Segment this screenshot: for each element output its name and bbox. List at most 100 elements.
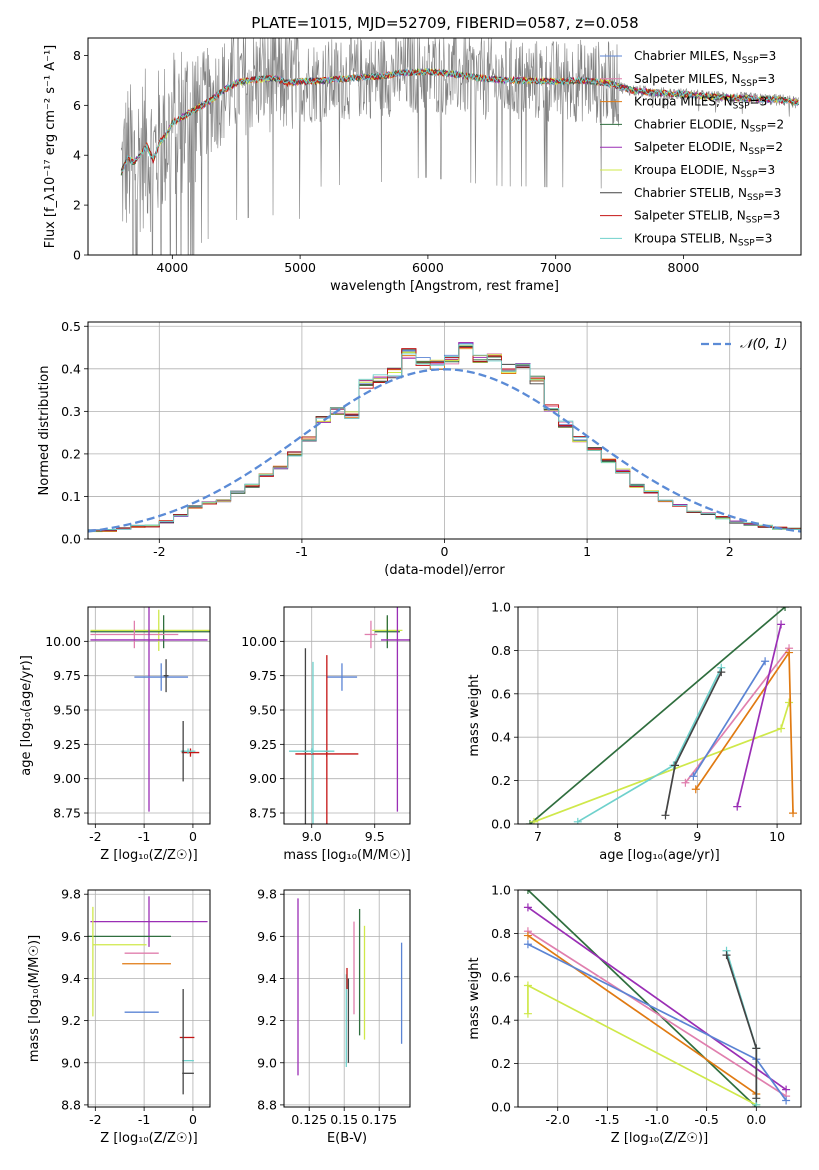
y-tick-label: 8.75 [53, 806, 81, 821]
y-tick-label: 9.2 [257, 1013, 277, 1028]
series-line [736, 624, 782, 807]
plot-area [88, 890, 210, 1107]
data-point [752, 1044, 761, 1053]
axes-age-vs-Z: -2 -1 0 8.75 9.00 9.25 9.50 9.75 10.00 Z [log₁₀(Z… [19, 606, 211, 863]
plot-area [88, 322, 801, 539]
y-tick-label: 0.4 [491, 1013, 511, 1028]
axes-age-vs-mass: 9.0 9.5 8.75 9.00 9.25 9.50 9.75 10.00 mass [log… [241, 606, 411, 863]
y-tick-label: 9.50 [249, 703, 277, 718]
data-point [523, 890, 532, 894]
legend-entry: Kroupa MILES, NSSP=3 [634, 95, 767, 112]
series-line [692, 660, 766, 777]
x-tick-label: -2 [89, 829, 101, 844]
x-tick-label: 2 [726, 544, 734, 559]
series-line [695, 649, 794, 814]
axes-residuals: -2 -1 0 1 2 0.0 0.1 0.2 0.3 0.4 0.5 (data-model)/er… [37, 319, 802, 578]
x-tick-label: 5000 [284, 260, 316, 275]
data-point [523, 1009, 532, 1018]
plot-area [284, 890, 410, 1107]
data-point [785, 648, 794, 657]
x-tick-label: 7000 [540, 260, 572, 275]
x-axis-label: E(B-V) [327, 1131, 367, 1146]
y-tick-label: 10.00 [45, 634, 81, 649]
data-point [717, 668, 726, 677]
y-tick-label: 1.0 [491, 883, 511, 898]
legend-entry: Salpeter MILES, NSSP=3 [634, 72, 775, 89]
y-tick-label: 0.0 [491, 1100, 511, 1115]
y-tick-label: 2 [73, 198, 81, 213]
y-tick-label: 9.75 [249, 668, 277, 683]
x-axis-label: Z [log₁₀(Z/Z☉)] [611, 1131, 708, 1146]
axes-mass-weight-vs-age: 7 8 9 10 0.0 0.2 0.4 0.6 0.8 1.0 age [log₁₀(age/yr… [467, 600, 802, 863]
x-tick-label: 8 [614, 829, 622, 844]
series-line [577, 667, 723, 823]
y-tick-label: 0 [73, 248, 81, 263]
x-tick-label: -2.0 [546, 1112, 570, 1127]
data-point [785, 698, 794, 707]
x-tick-label: 0.175 [361, 1112, 397, 1127]
y-tick-label: 0.0 [491, 817, 511, 832]
figure-title: PLATE=1015, MJD=52709, FIBERID=0587, z=0… [251, 14, 638, 32]
axes-mass-vs-Z: -2 -1 0 8.8 9.0 9.2 9.4 9.6 9.8 Z [log₁₀(Z/Z☉)] ma… [27, 887, 211, 1146]
x-tick-label: 0 [189, 829, 197, 844]
y-tick-label: 10.00 [241, 634, 277, 649]
y-tick-label: 0.1 [61, 489, 81, 504]
y-tick-label: 0.3 [61, 404, 81, 419]
x-axis-label: Z [log₁₀(Z/Z☉)] [100, 848, 197, 863]
y-tick-label: 9.8 [61, 887, 81, 902]
x-tick-label: 0 [189, 1112, 197, 1127]
y-tick-label: 9.6 [61, 929, 81, 944]
model-spectrum [121, 67, 799, 172]
data-point [523, 940, 532, 949]
axes-frame [87, 606, 211, 825]
y-tick-label: 0.2 [491, 773, 511, 788]
y-tick-label: 9.4 [61, 971, 81, 986]
data-point [782, 1096, 791, 1105]
x-tick-label: 7 [534, 829, 542, 844]
gaussian-curve [88, 368, 801, 533]
axes-frame [517, 889, 802, 1108]
y-tick-label: 8.8 [257, 1097, 277, 1112]
legend-entry: Chabrier MILES, NSSP=3 [634, 49, 776, 66]
x-tick-label: 10 [769, 829, 785, 844]
data-point [761, 657, 770, 666]
y-axis-label: age [log₁₀(age/yr)] [19, 655, 34, 776]
y-tick-label: 9.6 [257, 929, 277, 944]
data-point [671, 761, 680, 770]
y-axis-label: mass weight [467, 674, 482, 756]
histogram-step [88, 344, 801, 531]
series-line [527, 934, 757, 1095]
y-tick-label: 0.6 [491, 969, 511, 984]
y-tick-label: 0.8 [491, 643, 511, 658]
legend-entry: Chabrier ELODIE, NSSP=2 [634, 117, 784, 134]
legend-entry: Chabrier STELIB, NSSP=3 [634, 186, 782, 203]
x-axis-label: Z [log₁₀(Z/Z☉)] [100, 1131, 197, 1146]
y-tick-label: 0.5 [61, 319, 81, 334]
y-tick-label: 6 [73, 98, 81, 113]
legend-entry: Kroupa ELODIE, NSSP=3 [634, 163, 775, 180]
y-tick-label: 0.6 [491, 686, 511, 701]
y-axis-label: mass weight [467, 957, 482, 1039]
data-point [691, 785, 700, 794]
data-point [523, 931, 532, 940]
series-line [725, 950, 758, 1105]
data-point [722, 951, 731, 960]
axes-frame [283, 606, 411, 825]
x-tick-label: -2 [89, 1112, 101, 1127]
y-tick-label: 9.50 [53, 703, 81, 718]
legend-entry: Salpeter ELODIE, NSSP=2 [634, 140, 783, 157]
legend-entry: Kroupa STELIB, NSSP=3 [634, 231, 772, 248]
data-point [681, 778, 690, 787]
data-point [752, 1094, 761, 1103]
x-tick-label: 0.0 [746, 1112, 766, 1127]
legend-entry: 𝒩(0, 1) [740, 337, 787, 352]
axes-frame [87, 889, 211, 1108]
y-tick-label: 9.75 [53, 668, 81, 683]
y-tick-label: 8.75 [249, 806, 277, 821]
x-tick-label: 9.5 [365, 829, 385, 844]
series-line [527, 906, 787, 1091]
y-tick-label: 9.8 [257, 887, 277, 902]
y-tick-label: 0.4 [61, 361, 81, 376]
y-axis-label: Flux [f_λ10⁻¹⁷ erg cm⁻² s⁻¹ A⁻¹] [43, 45, 58, 249]
